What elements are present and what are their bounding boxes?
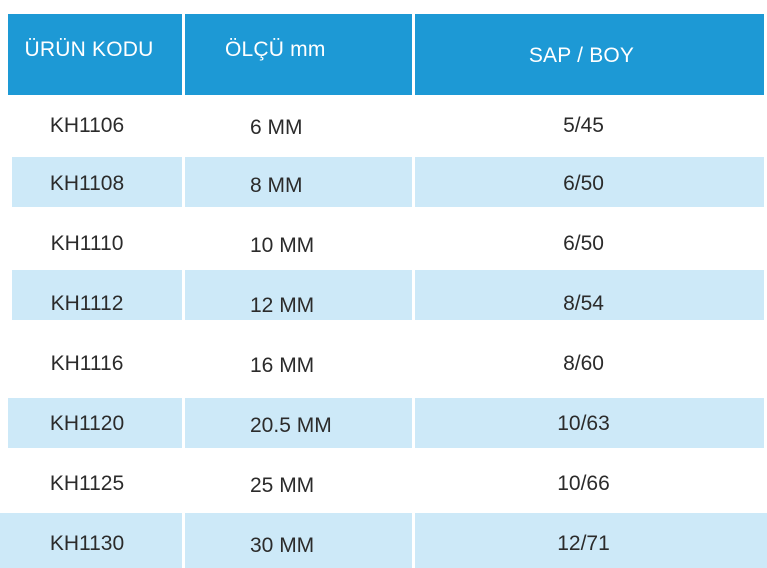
- cell-code: KH1112: [50, 292, 124, 315]
- cell-sap-boy: 5/45: [563, 114, 604, 137]
- header-olcu-label: ÖLÇÜ mm: [225, 37, 326, 61]
- cell-size: 30 MM: [250, 534, 315, 557]
- table-row-stripe: [185, 270, 412, 320]
- cell-size: 8 MM: [250, 174, 303, 197]
- cell-code: KH1130: [49, 532, 125, 555]
- cell-code: KH1125: [49, 472, 125, 495]
- table-row-stripe: [415, 157, 764, 207]
- cell-size: 16 MM: [250, 354, 315, 377]
- cell-sap-boy: 6/50: [563, 172, 604, 195]
- header-sap-boy: SAP / BOY: [415, 14, 764, 95]
- header-urun-kodu: ÜRÜN KODU: [8, 14, 182, 95]
- header-olcu: ÖLÇÜ mm: [185, 14, 412, 95]
- table-row-stripe: [8, 398, 182, 448]
- table-row-stripe: [0, 513, 182, 568]
- table-row-stripe: [185, 513, 412, 568]
- cell-size: 12 MM: [250, 294, 315, 317]
- cell-code: KH1120: [49, 412, 125, 435]
- cell-sap-boy: 8/60: [563, 352, 604, 375]
- cell-code: KH1106: [49, 114, 125, 137]
- cell-sap-boy: 8/54: [563, 292, 604, 315]
- header-sap-boy-label: SAP / BOY: [528, 43, 635, 67]
- table-row-stripe: [12, 270, 182, 320]
- table-row-stripe: [12, 157, 182, 207]
- table-row-stripe: [415, 398, 764, 448]
- cell-sap-boy: 6/50: [563, 232, 604, 255]
- cell-sap-boy: 10/66: [557, 472, 610, 495]
- table-row-stripe: [185, 157, 412, 207]
- cell-size: 25 MM: [250, 474, 315, 497]
- cell-code: KH1110: [50, 232, 124, 255]
- cell-sap-boy: 12/71: [557, 532, 610, 555]
- cell-size: 10 MM: [250, 234, 315, 257]
- table-row-stripe: [185, 398, 412, 448]
- cell-size: 6 MM: [250, 116, 303, 139]
- cell-code: KH1116: [50, 352, 124, 375]
- header-urun-kodu-label: ÜRÜN KODU: [24, 37, 154, 61]
- table-row-stripe: [415, 270, 764, 320]
- table-row-stripe: [415, 513, 767, 568]
- cell-sap-boy: 10/63: [557, 412, 610, 435]
- cell-size: 20.5 MM: [250, 414, 332, 437]
- cell-code: KH1108: [49, 172, 125, 195]
